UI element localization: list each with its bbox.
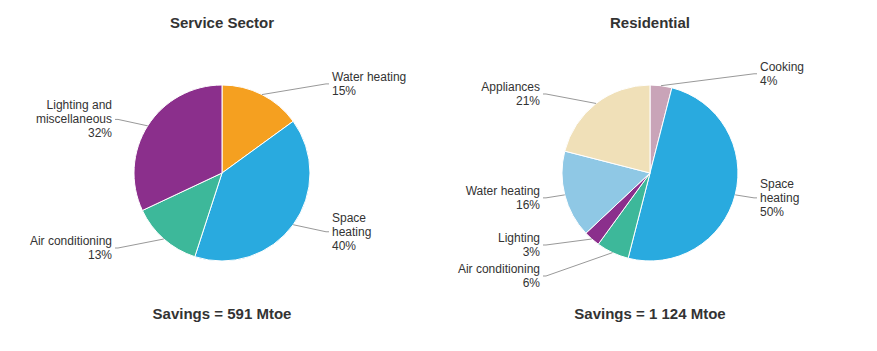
svg-text:Lighting3%: Lighting3% (498, 231, 540, 259)
svg-text:Savings = 1 124 Mtoe: Savings = 1 124 Mtoe (574, 305, 725, 322)
svg-text:Air conditioning13%: Air conditioning13% (30, 234, 112, 262)
svg-text:Air conditioning6%: Air conditioning6% (458, 262, 540, 290)
svg-text:Water heating15%: Water heating15% (332, 70, 406, 98)
svg-text:Water heating16%: Water heating16% (466, 184, 541, 212)
svg-text:Savings = 591 Mtoe: Savings = 591 Mtoe (153, 305, 292, 322)
svg-text:Appliances21%: Appliances21% (481, 80, 540, 108)
svg-text:Service Sector: Service Sector (170, 14, 274, 31)
svg-text:Residential: Residential (610, 14, 690, 31)
svg-text:Cooking4%: Cooking4% (760, 60, 804, 88)
svg-text:Spaceheating40%: Spaceheating40% (332, 211, 371, 253)
svg-text:Lighting andmiscellaneous32%: Lighting andmiscellaneous32% (36, 98, 112, 140)
svg-text:Spaceheating50%: Spaceheating50% (760, 177, 799, 219)
